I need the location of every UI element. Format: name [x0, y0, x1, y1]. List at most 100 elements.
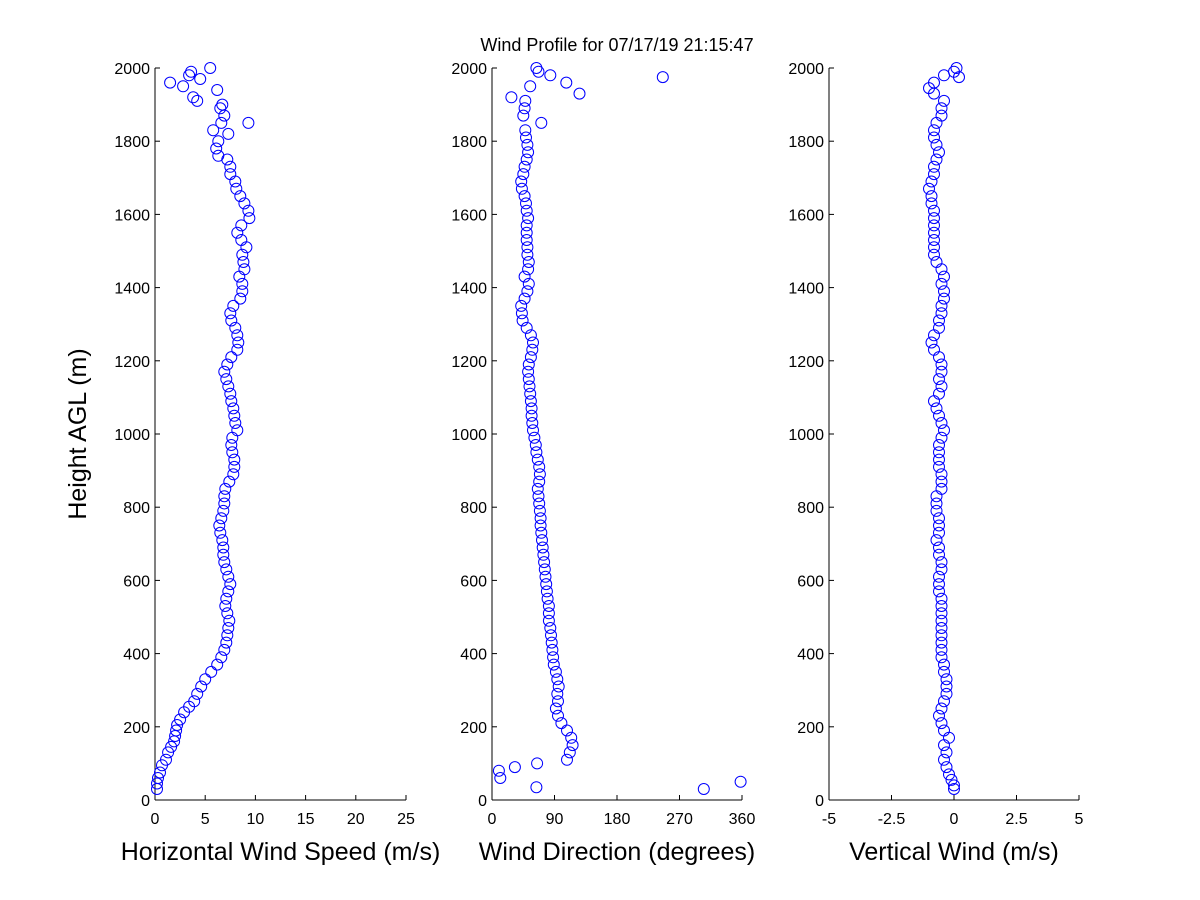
direction-data-point: [527, 336, 539, 349]
speed-data-point: [215, 512, 228, 525]
vertical-wind-data-point: [935, 299, 948, 312]
vertical-wind-data-point: [933, 387, 945, 400]
direction-data-point: [524, 395, 537, 408]
direction-data-point: [542, 600, 555, 612]
vertical-wind-data-point: [933, 446, 945, 459]
speed-data-point: [216, 534, 229, 547]
vertical-wind-x-tick-label: 2.5: [1005, 811, 1027, 828]
vertical-wind-data-point: [930, 490, 943, 503]
direction-data-point: [524, 80, 537, 93]
speed-data-point: [227, 402, 240, 415]
speed-data-point: [236, 285, 249, 298]
vertical-wind-data-point: [943, 768, 955, 781]
speed-y-tick-label: 0: [141, 793, 150, 810]
speed-data-point: [218, 490, 231, 503]
direction-data-point: [535, 526, 548, 539]
vertical-wind-data-point: [940, 746, 953, 759]
direction-data-point: [544, 69, 557, 82]
direction-y-tick-label: 1800: [451, 134, 487, 151]
direction-data-point: [521, 248, 534, 261]
speed-data-point: [212, 135, 225, 148]
direction-data-point: [552, 709, 564, 722]
vertical-wind-x-tick-label: -2.5: [878, 811, 906, 828]
speed-data-point: [171, 719, 184, 731]
direction-data-point: [531, 757, 544, 770]
vertical-wind-data-point: [935, 563, 948, 576]
vertical-wind-data-point: [938, 270, 950, 283]
direction-data-point: [531, 482, 544, 495]
speed-data-point: [154, 766, 166, 779]
direction-data-point: [520, 226, 533, 239]
vertical-wind-data-point: [938, 69, 950, 82]
direction-data-point: [525, 402, 538, 415]
speed-data-point: [216, 98, 229, 111]
speed-data-point: [225, 439, 238, 451]
vertical-wind-data-point: [930, 402, 943, 415]
vertical-wind-x-tick-label: -5: [822, 811, 836, 828]
direction-data-point: [526, 343, 539, 356]
direction-points: [492, 62, 747, 795]
direction-data-point: [520, 234, 533, 246]
vertical-wind-data-point: [935, 109, 948, 122]
direction-data-point: [517, 168, 530, 181]
vertical-wind-data-point: [933, 578, 945, 591]
speed-data-point: [238, 263, 251, 276]
direction-data-point: [515, 307, 528, 320]
speed-data-point: [221, 629, 234, 642]
vertical-wind-data-point: [928, 204, 940, 217]
direction-data-point: [520, 204, 533, 217]
direction-data-point: [533, 504, 546, 517]
vertical-wind-data-point: [930, 497, 943, 510]
speed-x-tick-label: 5: [201, 811, 210, 828]
vertical-wind-y-tick-label: 400: [797, 647, 824, 664]
speed-data-point: [207, 124, 220, 137]
speed-data-point: [236, 277, 249, 290]
vertical-wind-data-point: [935, 417, 948, 429]
direction-data-point: [541, 592, 554, 605]
vertical-wind-data-point: [938, 94, 950, 107]
vertical-wind-data-point: [935, 717, 948, 730]
speed-data-point: [230, 182, 243, 195]
speed-data-point: [212, 149, 225, 162]
vertical-wind-data-point: [938, 695, 950, 708]
speed-y-tick-label: 600: [123, 573, 150, 590]
direction-data-point: [521, 241, 534, 254]
vertical-wind-data-point: [943, 731, 955, 744]
direction-data-point: [492, 764, 505, 777]
speed-data-point: [234, 190, 247, 203]
vertical-wind-data-point: [935, 358, 948, 371]
vertical-wind-data-point: [928, 76, 940, 89]
vertical-wind-data-point: [928, 395, 940, 408]
direction-x-axis-label: Wind Direction (degrees): [479, 838, 756, 866]
direction-data-point: [520, 153, 533, 166]
vertical-wind-data-point: [935, 307, 948, 320]
speed-data-point: [228, 453, 241, 466]
speed-data-point: [238, 197, 251, 210]
vertical-wind-data-point: [935, 431, 948, 444]
direction-x-tick-label: 360: [729, 811, 756, 828]
speed-data-point: [235, 234, 248, 246]
vertical-wind-data-point: [935, 614, 948, 627]
direction-data-point: [533, 475, 546, 488]
vertical-wind-data-point: [933, 351, 945, 364]
direction-x-tick-label: 0: [488, 811, 497, 828]
speed-data-point: [222, 585, 235, 598]
speed-data-point: [242, 204, 255, 217]
direction-data-point: [525, 409, 538, 422]
speed-data-point: [232, 336, 245, 349]
direction-data-point: [536, 534, 548, 547]
direction-data-point: [549, 665, 562, 678]
direction-data-point: [563, 746, 576, 759]
direction-data-point: [519, 124, 532, 137]
speed-data-point: [226, 431, 239, 444]
direction-data-point: [544, 622, 557, 634]
direction-y-tick-label: 1400: [451, 281, 487, 298]
vertical-wind-data-point: [935, 277, 948, 290]
direction-data-point: [520, 219, 533, 232]
speed-data-point: [222, 127, 235, 140]
direction-data-point: [520, 197, 532, 210]
direction-data-point: [533, 460, 546, 473]
direction-data-point: [530, 781, 543, 794]
speed-data-point: [164, 76, 177, 89]
speed-data-point: [215, 651, 228, 664]
